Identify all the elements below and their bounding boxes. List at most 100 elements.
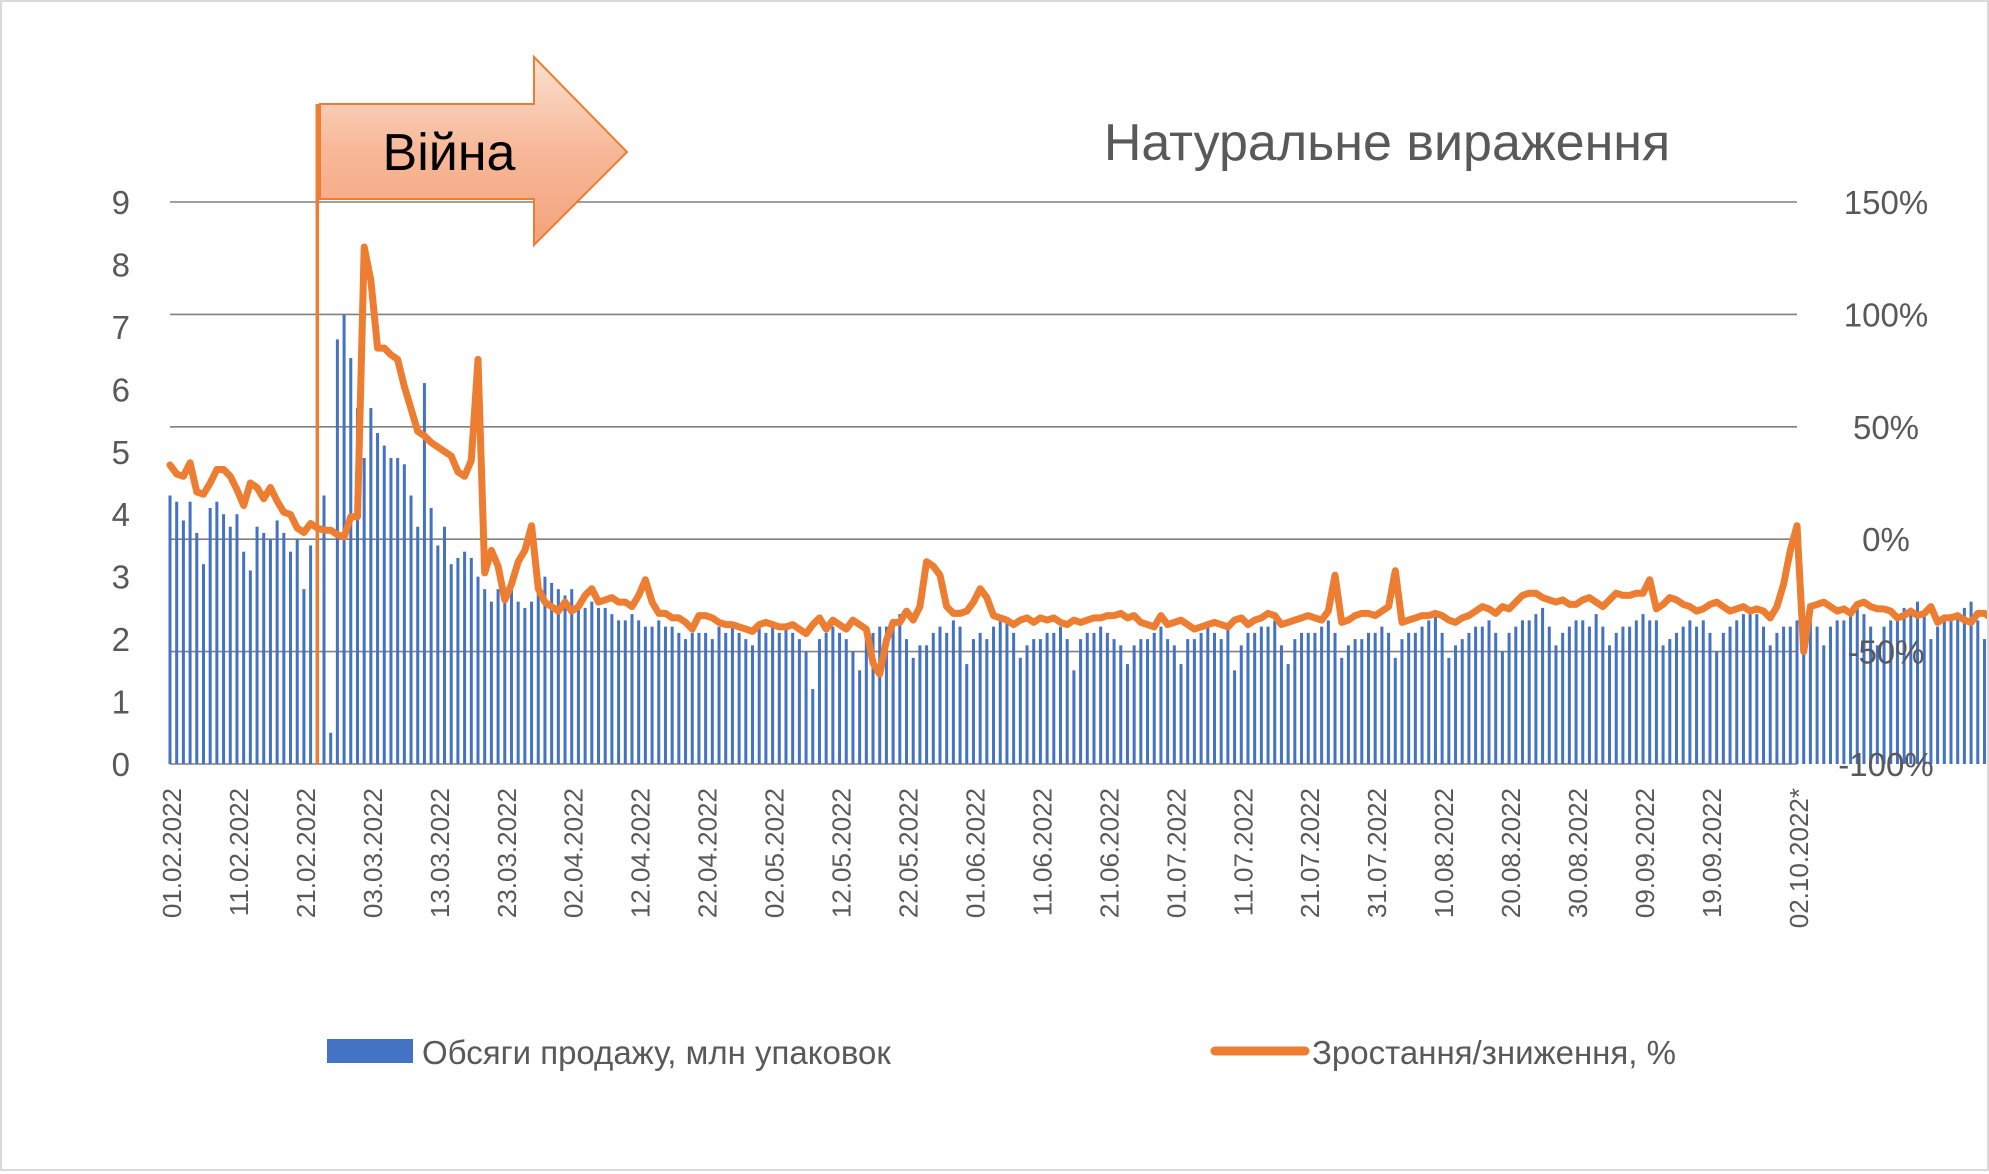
bar bbox=[1306, 632, 1310, 764]
left-tick-label: 4 bbox=[112, 496, 130, 533]
x-tick-label: 09.09.2022 bbox=[1630, 788, 1660, 918]
bar bbox=[1206, 626, 1210, 764]
bar bbox=[536, 582, 540, 764]
bar bbox=[215, 501, 219, 764]
bar bbox=[1962, 607, 1966, 764]
bar bbox=[1895, 614, 1899, 764]
bar bbox=[1882, 626, 1886, 764]
bar bbox=[1373, 632, 1377, 764]
x-axis-ticks: 01.02.2022 11.02.2022 21.02.2022 03.03.2022… bbox=[157, 788, 1814, 928]
bar bbox=[168, 495, 172, 764]
bar bbox=[1889, 620, 1893, 764]
legend: Обсяги продажу, млн упаковок Зростання/з… bbox=[327, 1034, 1676, 1071]
bar bbox=[1413, 632, 1417, 764]
bar bbox=[235, 514, 239, 764]
right-tick-label: -50% bbox=[1847, 634, 1924, 671]
bar bbox=[1099, 626, 1103, 764]
bar bbox=[503, 595, 507, 764]
bar bbox=[302, 589, 306, 764]
bar bbox=[623, 620, 627, 764]
bar bbox=[436, 545, 440, 764]
bar bbox=[1634, 620, 1638, 764]
bar bbox=[1038, 639, 1042, 764]
bar bbox=[657, 620, 661, 764]
bar bbox=[1212, 632, 1217, 764]
bar bbox=[1942, 620, 1946, 764]
war-arrow-shape bbox=[319, 54, 629, 248]
bar bbox=[958, 626, 962, 764]
bar bbox=[1065, 639, 1069, 764]
x-tick-label: 10.08.2022 bbox=[1429, 788, 1459, 918]
bar bbox=[925, 645, 929, 764]
x-tick-label: 30.08.2022 bbox=[1563, 788, 1593, 918]
bar bbox=[476, 576, 480, 764]
bar bbox=[1072, 670, 1076, 764]
bar bbox=[1808, 614, 1812, 764]
bar bbox=[663, 626, 667, 764]
bar bbox=[443, 526, 447, 764]
bar bbox=[1654, 620, 1658, 764]
bar bbox=[677, 632, 681, 764]
war-arrow: Війна bbox=[319, 54, 629, 248]
bar bbox=[978, 632, 982, 764]
bar bbox=[1440, 632, 1444, 764]
bar bbox=[1574, 620, 1578, 764]
x-tick-label: 23.03.2022 bbox=[492, 788, 522, 918]
bar bbox=[1768, 645, 1772, 764]
bar bbox=[1507, 632, 1511, 764]
bar bbox=[1594, 614, 1598, 764]
x-tick-label: 31.07.2022 bbox=[1362, 788, 1392, 918]
bar bbox=[1701, 620, 1705, 764]
bar bbox=[1192, 639, 1196, 764]
bar bbox=[1139, 639, 1143, 764]
legend-line-label: Зростання/зниження, % bbox=[1312, 1034, 1676, 1071]
bar bbox=[1052, 632, 1056, 764]
bar bbox=[1266, 626, 1270, 764]
bar bbox=[1976, 620, 1980, 764]
bar bbox=[831, 626, 835, 764]
bar bbox=[603, 607, 607, 764]
bar bbox=[824, 632, 828, 764]
bar bbox=[309, 545, 313, 764]
bar bbox=[1199, 632, 1203, 764]
bar bbox=[750, 645, 755, 764]
bar bbox=[201, 564, 205, 764]
bar bbox=[1728, 626, 1732, 764]
bar bbox=[409, 495, 413, 764]
bar bbox=[764, 632, 768, 764]
left-tick-label: 9 bbox=[112, 184, 130, 221]
bar bbox=[1487, 620, 1491, 764]
x-tick-label: 11.07.2022 bbox=[1228, 788, 1258, 916]
bar bbox=[295, 539, 299, 764]
x-tick-label: 11.06.2022 bbox=[1027, 788, 1057, 916]
bar bbox=[1735, 620, 1739, 764]
bar bbox=[1480, 626, 1484, 764]
bar bbox=[396, 458, 400, 764]
bar bbox=[576, 601, 580, 764]
bar bbox=[1172, 645, 1176, 764]
bar bbox=[643, 626, 647, 764]
bar bbox=[1152, 632, 1156, 764]
bar bbox=[556, 589, 560, 764]
bar bbox=[543, 576, 547, 764]
bar bbox=[1467, 632, 1471, 764]
bar bbox=[1936, 626, 1940, 764]
bar bbox=[1982, 639, 1986, 764]
bar bbox=[891, 620, 895, 764]
bar bbox=[1494, 632, 1498, 764]
bar bbox=[637, 620, 641, 764]
bar bbox=[710, 639, 714, 764]
bar bbox=[1561, 632, 1565, 764]
bar bbox=[1708, 632, 1712, 764]
bar bbox=[449, 564, 453, 764]
bar bbox=[1741, 614, 1745, 764]
bar bbox=[1079, 639, 1083, 764]
bar bbox=[1641, 614, 1645, 764]
bar bbox=[1146, 639, 1150, 764]
bar bbox=[255, 526, 259, 764]
bar bbox=[1668, 639, 1672, 764]
bar bbox=[1527, 620, 1531, 764]
bar bbox=[898, 614, 902, 764]
bar bbox=[1628, 626, 1632, 764]
bar bbox=[275, 520, 279, 764]
